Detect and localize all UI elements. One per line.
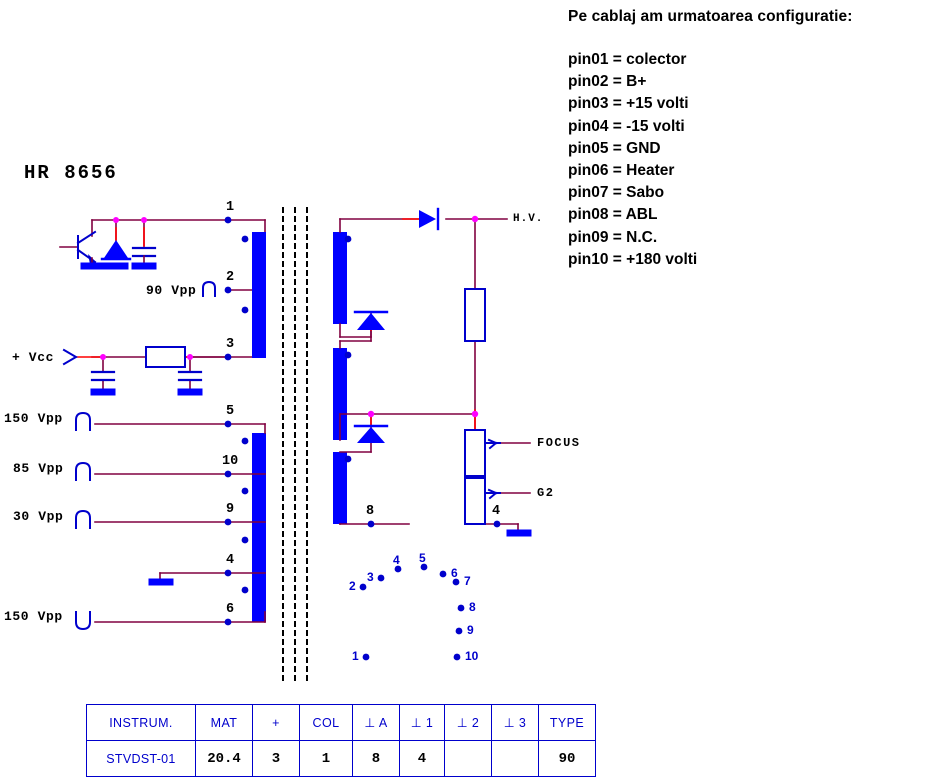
secondary-red-highlights xyxy=(370,218,476,525)
signal-label-150vpp-pin6: 150 Vpp xyxy=(4,609,63,624)
vcc-connector-arrow xyxy=(62,348,78,366)
capacitor-symbol-top xyxy=(131,246,157,258)
transistor-red-highlight xyxy=(115,227,145,247)
notes-heading: Pe cablaj am urmatoarea configuratie: xyxy=(568,8,853,25)
pin-label-6: 6 xyxy=(226,602,235,617)
capacitor-symbol-vcc1 xyxy=(90,370,116,382)
pin-label-1: 1 xyxy=(226,200,235,215)
pin-note-9: pin09 = N.C. xyxy=(568,228,658,246)
pin-label-4-right: 4 xyxy=(492,504,501,519)
header-type: TYPE xyxy=(538,704,596,741)
value-col: 1 xyxy=(299,740,353,777)
focus-wiper-arrow xyxy=(486,438,501,450)
value-mat: 20.4 xyxy=(195,740,253,777)
pin-configuration-list: pin01 = colector pin02 = B+ pin03 = +15 … xyxy=(568,49,938,271)
pin-note-6: pin06 = Heater xyxy=(568,162,675,180)
waveform-90vpp xyxy=(202,280,216,297)
value-perp-3 xyxy=(491,740,539,777)
pinout-number-10: 10 xyxy=(465,649,479,663)
pin-note-7: pin07 = Sabo xyxy=(568,184,665,202)
header-perp-a: ⊥ A xyxy=(352,704,400,741)
pin-label-8: 8 xyxy=(366,504,375,519)
table-header-row: INSTRUM. MAT + COL ⊥ A ⊥ 1 ⊥ 2 ⊥ 3 TYPE xyxy=(86,704,596,741)
wiring-notes-panel: Pe cablaj am urmatoarea configuratie: pi… xyxy=(568,8,938,271)
g2-wiper-arrow xyxy=(486,488,501,500)
pinout-number-5: 5 xyxy=(419,551,426,565)
coil-primary-upper xyxy=(252,232,266,358)
pin-note-8: pin08 = ABL xyxy=(568,206,658,224)
hv-output-label: H.V. xyxy=(513,213,544,225)
value-instrum: STVDST-01 xyxy=(86,740,196,777)
pin-note-3: pin03 = +15 volti xyxy=(568,95,689,113)
pin-note-5: pin05 = GND xyxy=(568,139,661,157)
potentiometer-focus xyxy=(464,429,486,477)
pin-label-3: 3 xyxy=(226,337,235,352)
pinout-number-3: 3 xyxy=(367,570,374,584)
pin-label-9: 9 xyxy=(226,502,235,517)
pin-note-10: pin10 = +180 volti xyxy=(568,250,698,268)
secondary-wiring xyxy=(339,218,531,534)
waveform-150vpp-pin6 xyxy=(75,611,91,631)
value-perp-1: 4 xyxy=(399,740,445,777)
zener-diode-symbol xyxy=(104,240,128,258)
pinout-number-9: 9 xyxy=(467,623,474,637)
pin-note-4: pin04 = -15 volti xyxy=(568,117,685,135)
value-perp-2 xyxy=(444,740,492,777)
value-perp-a: 8 xyxy=(352,740,400,777)
pinout-number-4: 4 xyxy=(393,553,400,567)
secondary-diode-2 xyxy=(357,427,385,443)
focus-label: FOCUS xyxy=(537,436,581,450)
pin-dots-blue xyxy=(224,216,501,626)
pin-label-10: 10 xyxy=(222,454,239,469)
potentiometer-g2 xyxy=(464,477,486,525)
coil-primary-lower xyxy=(252,433,266,622)
pinout-dots xyxy=(359,563,465,661)
pin-note-1: pin01 = colector xyxy=(568,51,687,68)
pin-label-4: 4 xyxy=(226,553,235,568)
table-row: STVDST-01 20.4 3 1 8 4 90 xyxy=(86,740,596,777)
pinout-number-2: 2 xyxy=(349,579,356,593)
waveform-30vpp-pin9 xyxy=(75,509,91,529)
g2-label: G2 xyxy=(537,486,555,500)
secondary-diode-1 xyxy=(357,313,385,330)
capacitor-symbol-vcc2 xyxy=(177,370,203,382)
pinout-number-7: 7 xyxy=(464,574,471,588)
secondary-left-leads xyxy=(94,423,266,623)
header-perp-3: ⊥ 3 xyxy=(491,704,539,741)
spec-table: INSTRUM. MAT + COL ⊥ A ⊥ 1 ⊥ 2 ⊥ 3 TYPE … xyxy=(86,704,596,777)
coil-secondary-3 xyxy=(333,452,347,524)
value-plus: 3 xyxy=(252,740,300,777)
header-perp-1: ⊥ 1 xyxy=(399,704,445,741)
header-plus: + xyxy=(252,704,300,741)
header-instrum: INSTRUM. xyxy=(86,704,196,741)
waveform-150vpp-pin5 xyxy=(75,411,91,431)
signal-label-150vpp-pin5: 150 Vpp xyxy=(4,411,63,426)
signal-label-90vpp: 90 Vpp xyxy=(146,283,197,298)
waveform-85vpp-pin10 xyxy=(75,461,91,481)
supply-label-vcc: + Vcc xyxy=(12,350,55,365)
coil-secondary-1 xyxy=(333,232,347,324)
pin-label-2: 2 xyxy=(226,270,235,285)
pinout-number-6: 6 xyxy=(451,566,458,580)
page-title: HR 8656 xyxy=(24,162,118,184)
pin-label-5: 5 xyxy=(226,404,235,419)
value-type: 90 xyxy=(538,740,596,777)
pin-note-2: pin02 = B+ xyxy=(568,73,647,91)
resistor-hv xyxy=(464,288,486,342)
pinout-number-1: 1 xyxy=(352,649,359,663)
signal-label-30vpp-pin9: 30 Vpp xyxy=(13,509,64,524)
resistor-vcc xyxy=(145,346,186,368)
header-mat: MAT xyxy=(195,704,253,741)
header-perp-2: ⊥ 2 xyxy=(444,704,492,741)
signal-label-85vpp-pin10: 85 Vpp xyxy=(13,461,64,476)
node-dots-magenta xyxy=(100,215,479,418)
header-col: COL xyxy=(299,704,353,741)
hv-diode-symbol xyxy=(419,210,436,228)
transformer-core xyxy=(282,207,308,682)
coil-secondary-2 xyxy=(333,348,347,440)
pinout-number-8: 8 xyxy=(469,600,476,614)
